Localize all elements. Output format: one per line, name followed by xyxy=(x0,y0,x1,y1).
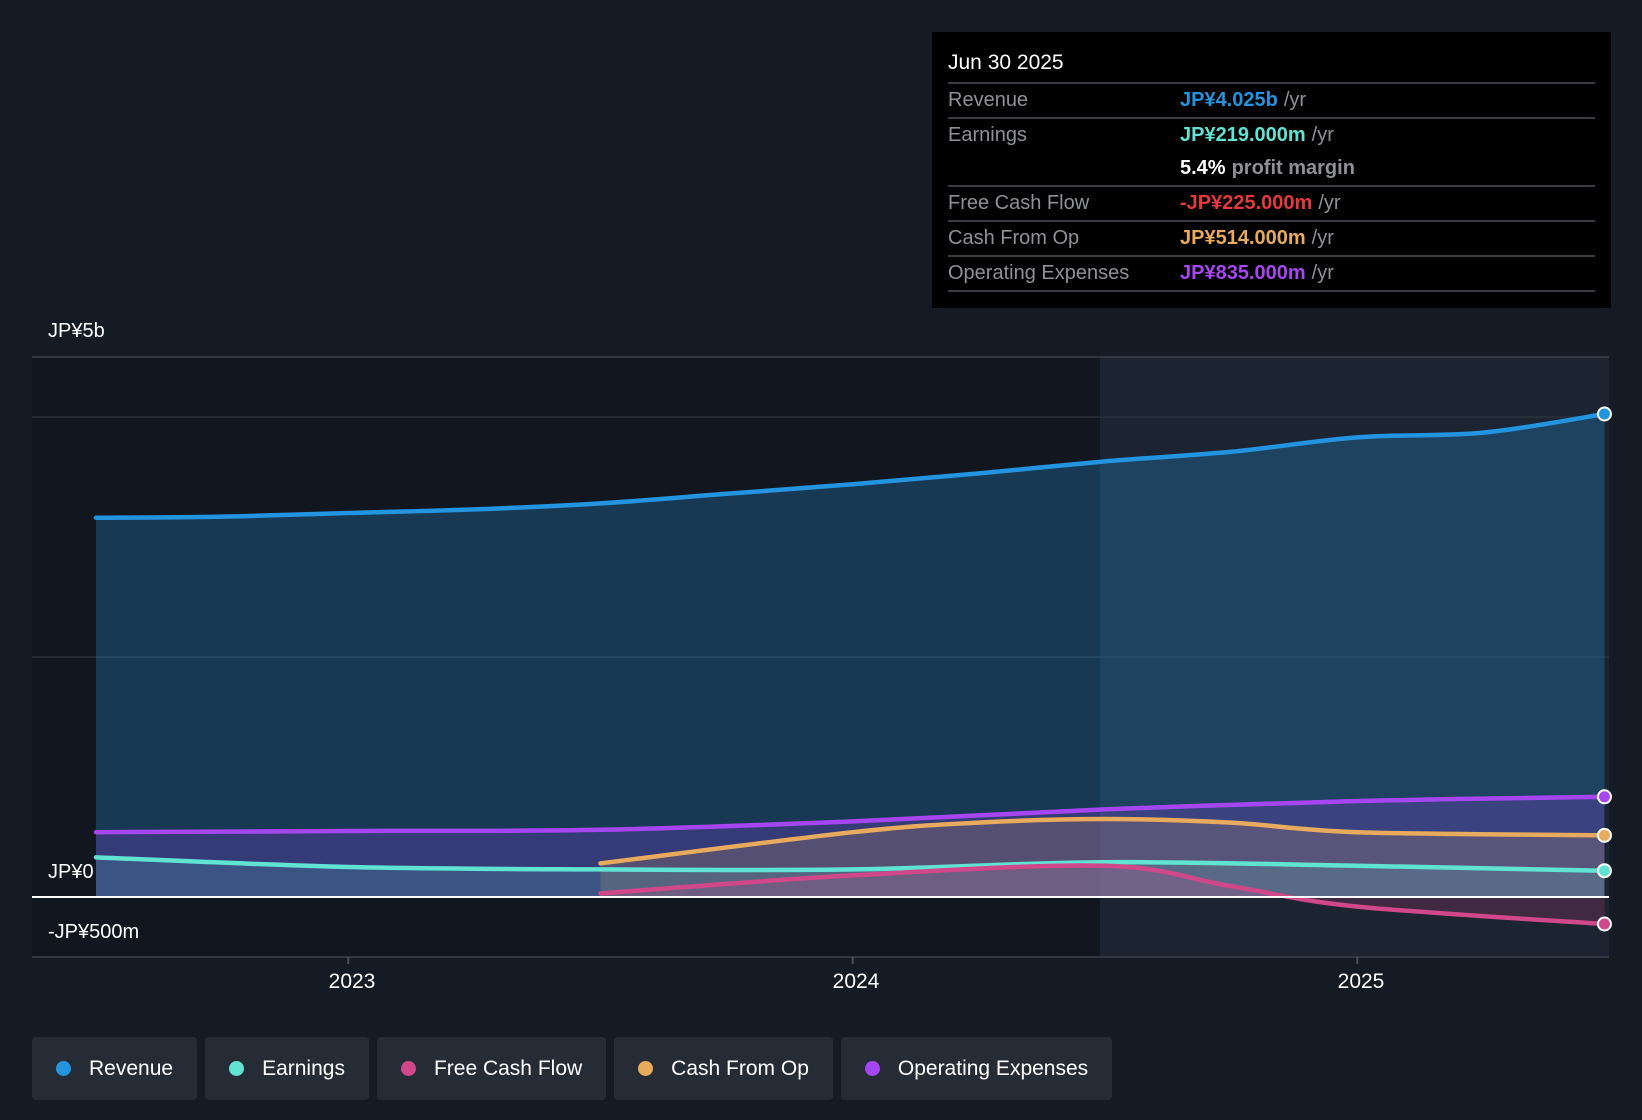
y-tick-label-zero: JP¥0 xyxy=(48,861,94,883)
tooltip-value: -JP¥225.000m xyxy=(1180,192,1313,214)
tooltip-row-earnings: Earnings JP¥219.000m /yr xyxy=(948,119,1595,152)
free-cash-flow-end-point xyxy=(1596,916,1612,932)
legend-item-revenue[interactable]: Revenue xyxy=(32,1037,198,1100)
legend-label: Revenue xyxy=(89,1056,174,1080)
tooltip-value: 5.4% xyxy=(1180,157,1226,179)
tooltip-label: Cash From Op xyxy=(948,227,1080,249)
revenue-line xyxy=(93,411,1607,521)
operating-expenses-end-point xyxy=(1596,789,1612,805)
free-cash-flow-dot-icon xyxy=(400,1061,416,1076)
tooltip-unit: /yr xyxy=(1318,192,1341,214)
free-cash-flow-line xyxy=(598,863,1607,927)
tooltip-label xyxy=(948,152,1180,185)
revenue-end-point xyxy=(1596,406,1612,422)
tooltip-label: Revenue xyxy=(948,89,1029,111)
legend-item-earnings[interactable]: Earnings xyxy=(205,1037,369,1100)
free-cash-flow-area xyxy=(600,865,1605,924)
tooltip-unit: /yr xyxy=(1283,89,1307,111)
earnings-line xyxy=(93,855,1607,873)
tooltip-row-operating-expenses: Operating Expenses JP¥835.000m /yr xyxy=(948,257,1595,292)
tooltip-value: JP¥4.025b xyxy=(1180,89,1278,111)
data-tooltip: Jun 30 2025 Revenue JP¥4.025b /yr Earnin… xyxy=(932,32,1611,308)
tooltip-label: Operating Expenses xyxy=(948,262,1130,284)
legend-item-free-cash-flow[interactable]: Free Cash Flow xyxy=(376,1037,607,1100)
legend-item-cash-from-op[interactable]: Cash From Op xyxy=(614,1037,833,1100)
tooltip-row-free-cash-flow: Free Cash Flow -JP¥225.000m /yr xyxy=(948,187,1595,222)
legend-label: Free Cash Flow xyxy=(433,1056,583,1080)
tooltip-unit: /yr xyxy=(1311,124,1334,146)
tooltip-value: JP¥514.000m xyxy=(1180,227,1306,249)
tooltip-unit: /yr xyxy=(1311,262,1334,284)
tooltip-row-revenue: Revenue JP¥4.025b /yr xyxy=(948,84,1595,119)
tooltip-date: Jun 30 2025 xyxy=(948,46,1595,84)
x-tick-label-2023: 2023 xyxy=(328,970,376,993)
tooltip-unit: profit margin xyxy=(1231,157,1355,179)
operating-expenses-dot-icon xyxy=(864,1061,880,1076)
earnings-dot-icon xyxy=(229,1061,245,1076)
legend-label: Earnings xyxy=(262,1056,345,1080)
tooltip-label: Free Cash Flow xyxy=(948,192,1090,214)
tooltip-row-cash-from-op: Cash From Op JP¥514.000m /yr xyxy=(948,222,1595,257)
y-tick-label-bottom: -JP¥500m xyxy=(48,921,140,943)
cash-from-op-dot-icon xyxy=(638,1061,654,1076)
tooltip-value: JP¥219.000m xyxy=(1180,124,1306,146)
legend-item-operating-expenses[interactable]: Operating Expenses xyxy=(840,1037,1113,1100)
tooltip-label: Earnings xyxy=(948,124,1027,146)
revenue-area xyxy=(96,414,1605,897)
legend-label: Operating Expenses xyxy=(897,1056,1089,1080)
cash-from-op-line xyxy=(598,816,1607,866)
x-tick-label-2024: 2024 xyxy=(832,970,880,993)
legend-label: Cash From Op xyxy=(671,1056,809,1080)
tooltip-value: JP¥835.000m xyxy=(1180,262,1306,284)
chart-legend: Revenue Earnings Free Cash Flow Cash Fro… xyxy=(32,1037,1113,1100)
revenue-dot-icon xyxy=(56,1061,71,1076)
y-tick-label-top: JP¥5b xyxy=(48,320,105,342)
tooltip-unit: /yr xyxy=(1311,227,1334,249)
x-tick-label-2025: 2025 xyxy=(1337,970,1385,993)
operating-expenses-line xyxy=(93,794,1607,835)
earnings-end-point xyxy=(1596,863,1612,879)
tooltip-row-profit-margin: 5.4% profit margin xyxy=(948,152,1595,187)
cash-from-op-end-point xyxy=(1596,827,1612,843)
